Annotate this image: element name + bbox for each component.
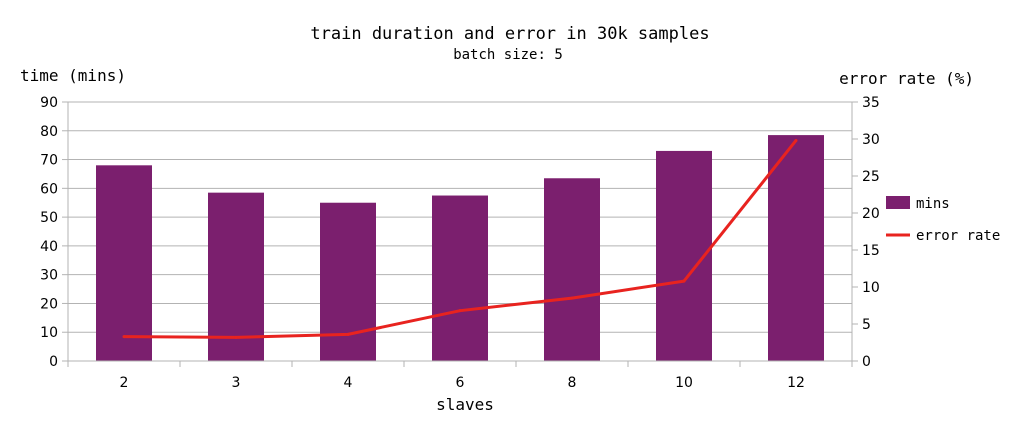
y-right-tick-label: 35 [862, 95, 880, 111]
y-right-tick-label: 10 [862, 280, 880, 296]
bar-8 [544, 178, 600, 361]
y-right-tick-label: 0 [862, 354, 871, 370]
y-left-tick-label: 50 [40, 210, 58, 226]
y-left-tick-label: 60 [40, 181, 58, 197]
y-axis-right-ticks: 0 5 10 15 20 25 30 35 [852, 95, 880, 370]
legend-swatch-mins [886, 196, 910, 209]
y-right-tick-label: 30 [862, 132, 880, 148]
y-axis-left-title: time (mins) [20, 66, 126, 85]
axes [62, 102, 858, 367]
error-rate-point-6 [458, 309, 462, 313]
bar-12 [768, 135, 824, 361]
error-rate-point-2 [122, 335, 126, 339]
y-left-tick-label: 30 [40, 268, 58, 284]
y-axis-right-title: error rate (%) [839, 69, 974, 88]
legend-label-error-rate: error rate [916, 228, 1000, 244]
error-rate-point-10 [682, 279, 686, 283]
y-right-tick-label: 25 [862, 169, 880, 185]
x-tick-label: 4 [344, 375, 353, 391]
bar-series-mins [96, 135, 824, 361]
bar-2 [96, 165, 152, 361]
x-tick-label: 10 [675, 375, 693, 391]
x-tick-label: 6 [456, 375, 465, 391]
y-left-tick-label: 10 [40, 325, 58, 341]
y-left-tick-label: 70 [40, 153, 58, 169]
x-tick-label: 8 [568, 375, 577, 391]
bar-4 [320, 202, 376, 361]
error-rate-point-8 [570, 296, 574, 300]
legend-label-mins: mins [916, 196, 950, 212]
error-rate-point-3 [234, 335, 238, 339]
y-right-tick-label: 5 [862, 317, 871, 333]
error-rate-point-12 [794, 138, 798, 142]
y-right-tick-label: 15 [862, 243, 880, 259]
error-rate-point-4 [346, 332, 350, 336]
legend: mins error rate [886, 196, 1000, 244]
x-axis-title: slaves [436, 395, 494, 414]
x-tick-label: 2 [120, 375, 129, 391]
y-left-tick-label: 80 [40, 124, 58, 140]
x-axis-ticks: 2 3 4 6 8 10 12 [67, 361, 853, 391]
y-axis-left-ticks: 0 10 20 30 40 50 60 70 80 90 [40, 95, 68, 370]
line-series-error-rate [122, 138, 798, 339]
x-tick-label: 3 [232, 375, 241, 391]
bar-6 [432, 195, 488, 361]
y-right-tick-label: 20 [862, 206, 880, 222]
y-left-tick-label: 0 [49, 354, 58, 370]
y-left-tick-label: 40 [40, 239, 58, 255]
chart-subtitle: batch size: 5 [453, 47, 563, 63]
y-left-tick-label: 90 [40, 95, 58, 111]
bar-3 [208, 192, 264, 361]
x-tick-label: 12 [787, 375, 805, 391]
chart-title: train duration and error in 30k samples [310, 24, 709, 44]
y-left-tick-label: 20 [40, 296, 58, 312]
